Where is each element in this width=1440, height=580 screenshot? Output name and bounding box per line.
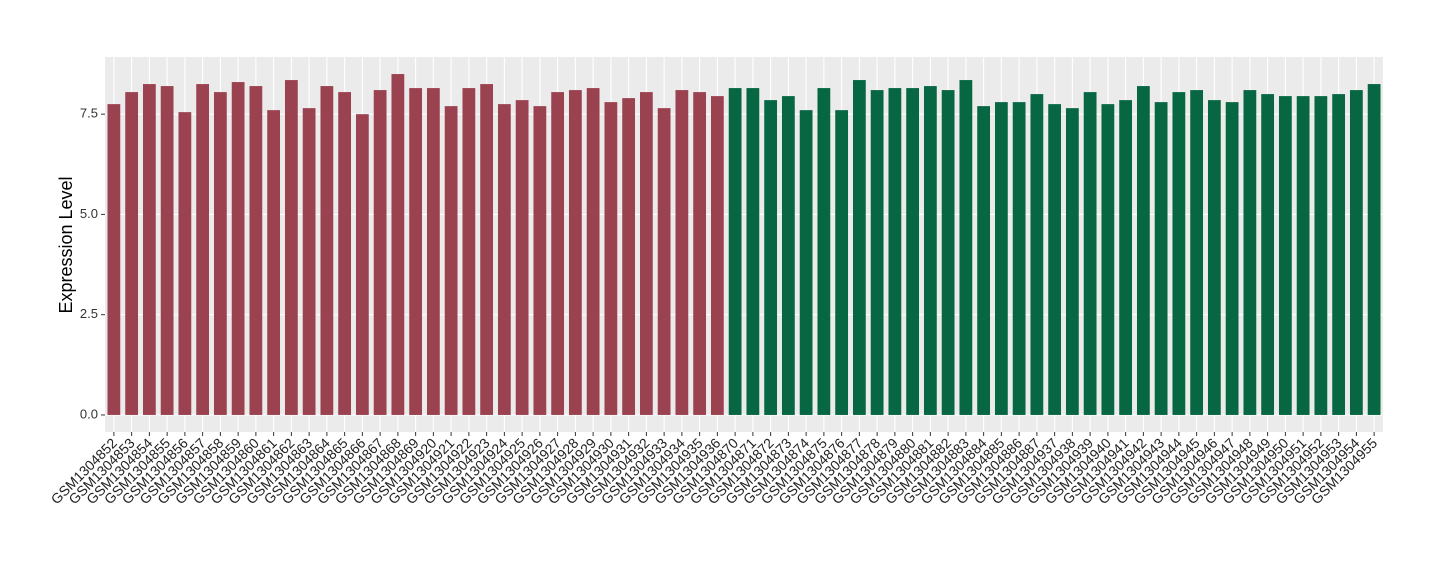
bar bbox=[178, 112, 192, 415]
bar bbox=[1030, 94, 1044, 415]
bar bbox=[835, 110, 849, 415]
bar bbox=[1332, 94, 1346, 415]
bar bbox=[267, 110, 281, 415]
y-tick-label: 0.0 bbox=[80, 406, 98, 421]
bar bbox=[125, 92, 139, 415]
bar bbox=[639, 92, 653, 415]
bar bbox=[1083, 92, 1097, 415]
bar bbox=[1048, 104, 1062, 415]
bar bbox=[994, 102, 1008, 415]
bar bbox=[1296, 96, 1310, 415]
bar bbox=[409, 88, 423, 415]
bar bbox=[160, 86, 174, 415]
bar bbox=[1314, 96, 1328, 415]
bar bbox=[533, 106, 547, 415]
bar bbox=[213, 92, 227, 415]
bar bbox=[320, 86, 334, 415]
bar bbox=[870, 90, 884, 415]
bar bbox=[568, 90, 582, 415]
bar bbox=[196, 84, 210, 415]
bar bbox=[1278, 96, 1292, 415]
bar bbox=[1207, 100, 1221, 415]
bar bbox=[852, 80, 866, 415]
bar bbox=[373, 90, 387, 415]
bar bbox=[1172, 92, 1186, 415]
bar bbox=[338, 92, 352, 415]
bar bbox=[693, 92, 707, 415]
bar bbox=[622, 98, 636, 415]
bar bbox=[604, 102, 618, 415]
bar bbox=[1065, 108, 1079, 415]
bar bbox=[391, 74, 405, 415]
bar bbox=[781, 96, 795, 415]
bar bbox=[710, 96, 724, 415]
bar bbox=[462, 88, 476, 415]
bar bbox=[799, 110, 813, 415]
bar bbox=[1154, 102, 1168, 415]
bar bbox=[284, 80, 298, 415]
bar bbox=[675, 90, 689, 415]
bar bbox=[888, 88, 902, 415]
bar bbox=[817, 88, 831, 415]
bar bbox=[959, 80, 973, 415]
plot-panel bbox=[105, 57, 1383, 432]
bar bbox=[1119, 100, 1133, 415]
bar bbox=[586, 88, 600, 415]
bar bbox=[142, 84, 156, 415]
bar bbox=[107, 104, 121, 415]
bar bbox=[764, 100, 778, 415]
y-tick-label: 7.5 bbox=[80, 106, 98, 121]
bar bbox=[977, 106, 991, 415]
bar bbox=[444, 106, 458, 415]
bar bbox=[1225, 102, 1239, 415]
bar bbox=[657, 108, 671, 415]
bar bbox=[941, 90, 955, 415]
bar bbox=[1349, 90, 1363, 415]
bar bbox=[426, 88, 440, 415]
bar bbox=[515, 100, 529, 415]
bar bbox=[231, 82, 245, 415]
bar bbox=[1243, 90, 1257, 415]
bar bbox=[1101, 104, 1115, 415]
bar bbox=[480, 84, 494, 415]
bar bbox=[551, 92, 565, 415]
bar bbox=[302, 108, 316, 415]
bar bbox=[1012, 102, 1026, 415]
bar bbox=[355, 114, 369, 415]
y-tick-label: 5.0 bbox=[80, 206, 98, 221]
bar bbox=[1190, 90, 1204, 415]
bar bbox=[746, 88, 760, 415]
bar bbox=[923, 86, 937, 415]
bar bbox=[1261, 94, 1275, 415]
bar bbox=[1136, 86, 1150, 415]
y-tick-label: 2.5 bbox=[80, 306, 98, 321]
bar bbox=[906, 88, 920, 415]
bar bbox=[497, 104, 511, 415]
bar bbox=[249, 86, 263, 415]
bar bbox=[1367, 84, 1381, 415]
y-axis-title: Expression Level bbox=[56, 176, 76, 313]
bar bbox=[728, 88, 742, 415]
